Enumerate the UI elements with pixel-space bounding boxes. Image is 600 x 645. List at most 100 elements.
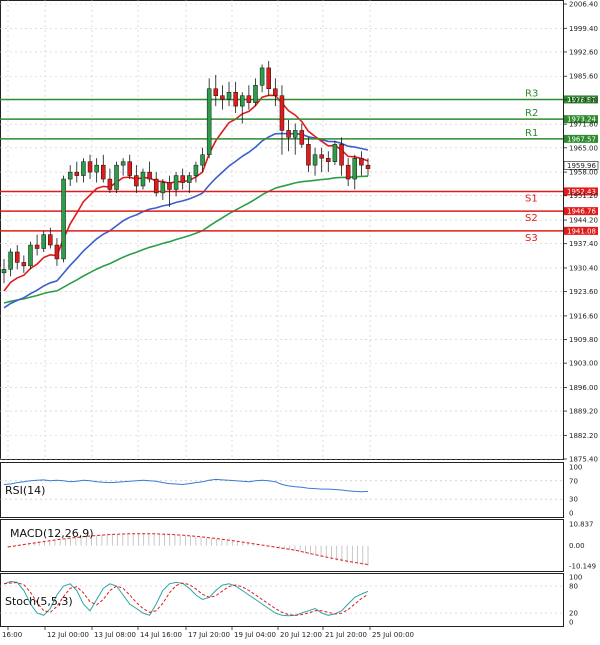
- candle-bull: [140, 171, 146, 187]
- price-tick-label: 1882.20: [569, 432, 598, 440]
- level-price-label: 1952.43: [567, 188, 596, 196]
- ma-slow-line: [3, 175, 369, 304]
- candle-bear: [48, 234, 53, 246]
- candle-bull: [292, 130, 298, 138]
- current-price-box: [563, 160, 599, 170]
- candle-bear: [127, 161, 132, 176]
- price-axis: 2006.40 1999.40 1992.60 1985.60 1978.80 1971.…: [563, 1, 598, 464]
- candle-bull: [81, 161, 86, 176]
- candle-bull: [67, 171, 73, 180]
- macd-title: MACD(12,26,9): [10, 527, 94, 540]
- candle-bull: [160, 182, 166, 194]
- price-tick-label: 1937.40: [569, 240, 598, 248]
- candle-bear: [345, 164, 351, 180]
- candle-bull: [120, 161, 126, 166]
- candle-bull: [206, 88, 212, 155]
- price-tick-label: 2006.40: [569, 1, 598, 9]
- macd-tick-label: 0.00: [569, 542, 585, 550]
- candle-bear: [167, 182, 172, 190]
- level-price-box: [564, 115, 598, 124]
- level-price-label: 1973.24: [567, 116, 596, 124]
- main-panel: [0, 0, 564, 460]
- rsi-indicator: 100 70 30 0 RSI(14): [0, 464, 582, 518]
- candle-bear: [326, 157, 331, 162]
- candle-bear: [246, 95, 252, 103]
- price-tick-label: 1930.40: [569, 264, 598, 272]
- candle-bull: [259, 67, 265, 86]
- price-tick-label: 1889.20: [569, 408, 598, 416]
- macd-panel: [0, 519, 564, 572]
- candle-bull: [226, 91, 232, 100]
- candle-bear: [180, 175, 185, 183]
- candle-bull: [8, 251, 13, 270]
- candle-bear: [14, 251, 20, 263]
- grid: [0, 0, 563, 460]
- rsi-tick-label: 0: [569, 510, 573, 518]
- price-tick-label: 1958.00: [569, 169, 598, 177]
- time-tick-label: 21 Jul 20:00: [325, 631, 367, 639]
- candle-bull: [61, 178, 66, 260]
- time-axis: 16:00 12 Jul 00:00 13 Jul 08:00 14 Jul 16:0…: [2, 626, 414, 639]
- candle-bear: [213, 88, 219, 96]
- time-tick-label: 13 Jul 08:00: [94, 631, 136, 639]
- candle-bear: [107, 178, 113, 190]
- candle-bull: [28, 244, 33, 267]
- rsi-title: RSI(14): [5, 484, 45, 497]
- level-price-box: [564, 95, 598, 104]
- candle-bear: [220, 95, 225, 100]
- candle-bear: [365, 164, 371, 169]
- stoch-panel: [0, 573, 564, 627]
- candle-bull: [253, 85, 258, 103]
- stoch-k-line: [3, 580, 369, 617]
- price-tick-label: 1965.00: [569, 144, 598, 152]
- time-tick-label: 20 Jul 12:00: [280, 631, 322, 639]
- macd-tick-label: -10.149: [569, 563, 596, 571]
- level-price-box: [564, 226, 598, 235]
- candle-bear: [101, 164, 106, 180]
- candle-bull: [193, 164, 199, 176]
- stoch-title: Stoch(5,5,3): [5, 595, 73, 608]
- level-name-s1: S1: [525, 193, 538, 204]
- level-price-label: 1978.92: [567, 96, 596, 104]
- rsi-tick-label: 30: [569, 496, 578, 504]
- macd-indicator: 10.837 0.00 -10.149 MACD(12,26,9): [7, 521, 596, 571]
- level-price-box: [564, 134, 598, 143]
- candle-bear: [273, 88, 278, 96]
- candle-bear: [339, 144, 344, 166]
- candle-bear: [147, 171, 152, 180]
- candle-bear: [153, 178, 159, 194]
- time-tick-label: 16:00: [2, 631, 22, 639]
- candle-bear: [266, 67, 271, 89]
- level-price-label: 1967.57: [567, 135, 596, 143]
- price-tick-label: 1909.80: [569, 336, 598, 344]
- candle-bear: [359, 157, 364, 166]
- candle-bull: [173, 175, 179, 190]
- candle-bull: [332, 144, 338, 162]
- time-tick-label: 14 Jul 16:00: [140, 631, 182, 639]
- candle-bull: [187, 175, 192, 183]
- time-tick-label: 17 Jul 20:00: [188, 631, 230, 639]
- time-tick-label: 12 Jul 00:00: [47, 631, 89, 639]
- macd-signal-line: [7, 533, 369, 566]
- rsi-line: [3, 478, 369, 493]
- rsi-tick-label: 70: [569, 477, 578, 485]
- candle-bear: [306, 144, 311, 166]
- level-name-s2: S2: [525, 213, 538, 224]
- candle-bear: [21, 262, 27, 267]
- rsi-panel: [0, 462, 564, 518]
- level-price-label: 1941.08: [567, 227, 596, 235]
- candle-bear: [233, 91, 238, 107]
- stoch-tick-label: 20: [569, 610, 578, 618]
- level-name-r2: R2: [525, 108, 538, 119]
- candle-bear: [319, 154, 324, 159]
- candle-bull: [200, 154, 205, 166]
- level-price-box: [564, 187, 598, 196]
- candle-bull: [94, 164, 99, 173]
- candle-bull: [114, 164, 119, 190]
- stoch-tick-label: 0: [569, 619, 573, 627]
- level-price-label: 1946.76: [567, 208, 596, 216]
- candle-bull: [352, 157, 358, 180]
- candle-bull: [240, 95, 245, 107]
